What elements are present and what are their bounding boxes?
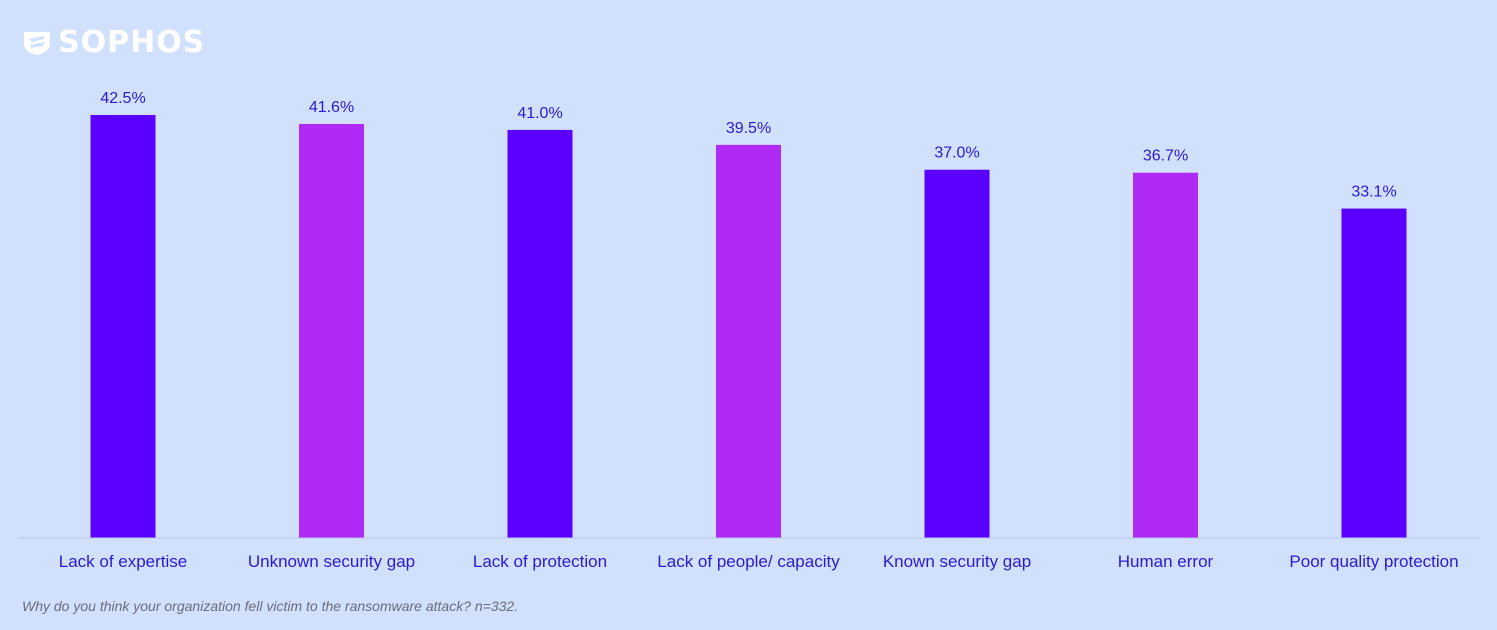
value-label-6: 36.7% (1143, 148, 1188, 165)
bar-4 (716, 144, 781, 538)
value-label-4: 39.5% (726, 120, 771, 137)
brand-name: SOPHOS (58, 25, 206, 60)
category-labels-group: Lack of expertise Unknown security gap Lac… (59, 552, 1459, 571)
bar-5 (924, 169, 990, 538)
value-label-2: 41.6% (309, 99, 354, 116)
bar-7 (1341, 208, 1407, 538)
category-label-1: Lack of expertise (59, 552, 188, 571)
category-label-5: Known security gap (883, 552, 1031, 571)
bar-chart: 42.5% 41.6% 41.0% 39.5% 37.0% 36.7% 33.1% Lack… (18, 90, 1480, 571)
value-label-5: 37.0% (934, 145, 979, 162)
bar-1 (90, 115, 156, 538)
category-label-4: Lack of people/ capacity (657, 552, 840, 571)
footnote: Why do you think your organization fell … (22, 598, 519, 614)
bar-2 (299, 123, 364, 539)
value-labels-group: 42.5% 41.6% 41.0% 39.5% 37.0% 36.7% 33.1% (100, 90, 1396, 201)
bars-group (90, 115, 1407, 539)
value-label-7: 33.1% (1351, 184, 1396, 201)
category-label-7: Poor quality protection (1289, 552, 1458, 571)
sophos-shield-icon (24, 32, 50, 55)
category-label-2: Unknown security gap (248, 552, 415, 571)
brand-logo: SOPHOS (22, 28, 205, 58)
category-label-6: Human error (1118, 552, 1214, 571)
value-label-1: 42.5% (100, 90, 145, 107)
value-label-3: 41.0% (517, 105, 562, 122)
bar-3 (507, 129, 573, 538)
category-label-3: Lack of protection (473, 552, 607, 571)
bar-6 (1133, 172, 1198, 539)
